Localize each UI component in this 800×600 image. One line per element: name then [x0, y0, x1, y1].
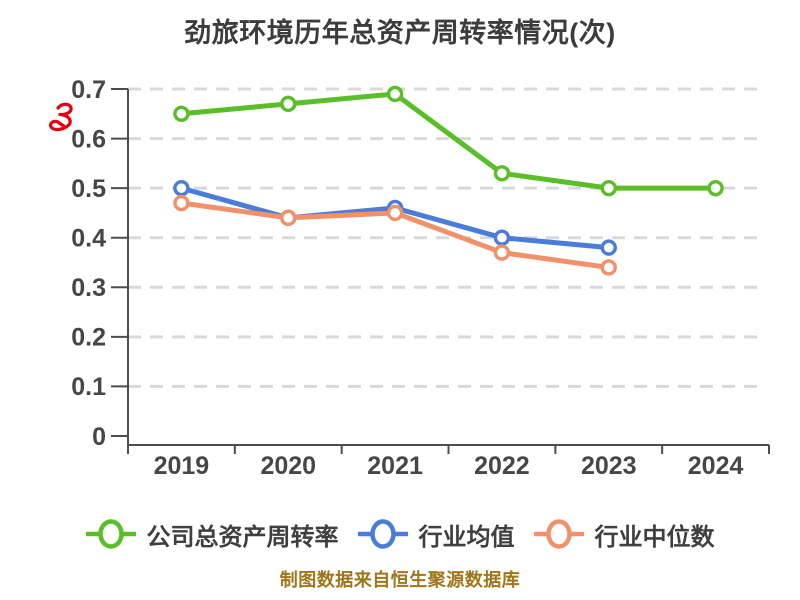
- data-marker: [493, 244, 511, 261]
- y-tick-label: 0: [92, 423, 106, 451]
- data-marker: [600, 259, 617, 276]
- data-marker: [386, 85, 404, 103]
- data-marker: [600, 239, 617, 256]
- y-tick-label: 0.5: [71, 175, 106, 203]
- y-tick-label: 0.6: [71, 125, 106, 153]
- chart-title: 劲旅环境历年总资产周转率情况(次): [184, 18, 616, 48]
- y-tick-label: 0.3: [71, 274, 106, 302]
- legend-label-industry-median: 行业中位数: [594, 523, 715, 551]
- legend-marker-company-turnover-icon: [85, 519, 136, 549]
- data-marker: [280, 209, 297, 227]
- x-tick-label: 2023: [581, 452, 637, 480]
- data-marker: [600, 179, 617, 197]
- x-tick-label: 2024: [688, 452, 744, 480]
- x-tick-label: 2021: [367, 452, 423, 480]
- legend-marker-industry-median-icon: [533, 519, 584, 549]
- data-marker: [493, 165, 511, 182]
- legend-item-industry-mean: 行业均值: [357, 516, 515, 552]
- x-tick-label: 2022: [474, 452, 530, 480]
- data-marker: [173, 179, 190, 197]
- data-marker: [386, 204, 404, 222]
- legend-marker-industry-mean-icon: [357, 519, 408, 549]
- data-marker: [173, 194, 190, 212]
- data-source-note: 制图数据来自恒生聚源数据库: [279, 570, 521, 590]
- legend: 公司总资产周转率 行业均值 行业中位数: [0, 516, 800, 552]
- y-tick-label: 0.4: [71, 224, 106, 252]
- legend-label-company-turnover: 公司总资产周转率: [146, 523, 339, 551]
- legend-label-industry-mean: 行业均值: [418, 523, 515, 551]
- series-line-0: [178, 91, 719, 191]
- data-marker: [707, 179, 724, 197]
- y-tick-label: 0.2: [71, 324, 106, 352]
- legend-item-industry-median: 行业中位数: [533, 516, 715, 552]
- x-tick-label: 2019: [154, 452, 210, 480]
- data-marker: [493, 229, 511, 246]
- data-marker: [173, 105, 190, 122]
- data-marker: [280, 95, 297, 113]
- x-tick-label: 2020: [260, 452, 316, 480]
- red-scribble-annotation: [48, 102, 73, 132]
- y-tick-label: 0.1: [71, 373, 106, 401]
- legend-item-company-turnover: 公司总资产周转率: [85, 516, 339, 552]
- y-tick-label: 0.7: [71, 76, 106, 104]
